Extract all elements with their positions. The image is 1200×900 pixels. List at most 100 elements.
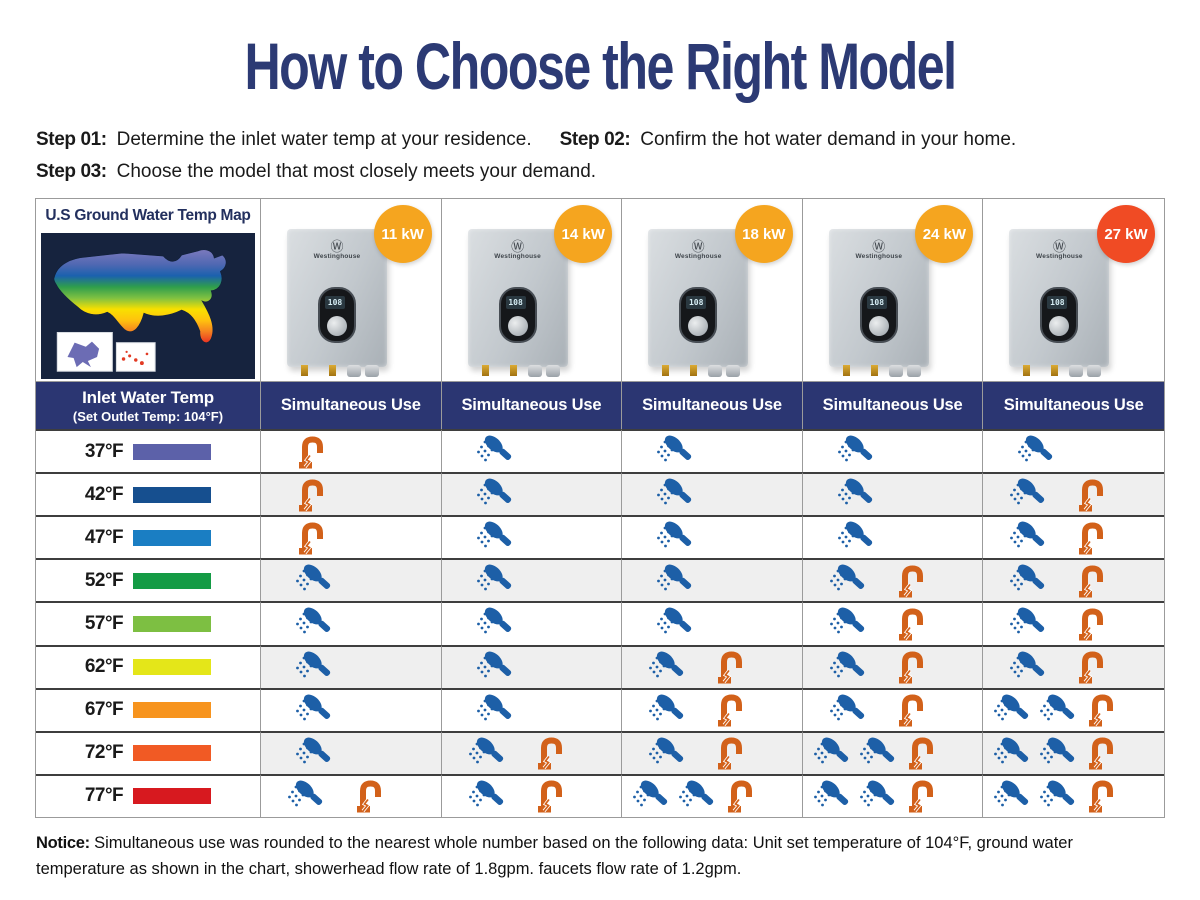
faucet-icon — [1089, 780, 1114, 813]
faucet-icon — [1089, 694, 1114, 727]
column-header-label: Simultaneous Use — [280, 396, 421, 414]
westinghouse-w-mark: Ⓦ — [1052, 239, 1066, 254]
showerhead-icon — [829, 694, 864, 721]
showerhead-icon — [296, 651, 331, 677]
step-01-text: Determine the inlet water temp at your r… — [116, 129, 532, 150]
ground-water-temp-map-cell: U.S Ground Water Temp Map — [36, 199, 261, 381]
heater-display-panel: 108 — [1040, 287, 1079, 343]
showerhead-icon — [476, 651, 511, 677]
step-03-text: Choose the model that most closely meets… — [116, 160, 597, 182]
usage-cell — [441, 687, 623, 731]
temp-label: 52°F — [84, 569, 124, 591]
temp-row-header: 42°F — [36, 472, 261, 516]
temp-color-bar — [133, 659, 212, 676]
step-02: Step 02: Confirm the hot water demand in… — [560, 124, 1017, 156]
notice-label: Notice: — [36, 834, 95, 852]
temp-label: 62°F — [84, 656, 124, 678]
showerhead-icon — [829, 564, 864, 591]
steps-row-2: Step 03: Choose the model that most clos… — [36, 156, 1166, 188]
temp-row-header: 37°F — [36, 429, 261, 473]
westinghouse-w-mark: Ⓦ — [872, 239, 886, 254]
showerhead-icon — [657, 608, 692, 634]
usage-cell — [983, 515, 1164, 559]
faucet-icon — [299, 522, 323, 555]
map-image — [41, 233, 255, 379]
temp-label: 42°F — [84, 483, 124, 505]
showerhead-icon — [296, 564, 331, 591]
map-title: U.S Ground Water Temp Map — [45, 207, 251, 224]
faucet-icon — [908, 780, 933, 813]
column-header-label: Simultaneous Use — [822, 396, 963, 414]
showerhead-icon — [633, 780, 668, 807]
brand-name: Westinghouse — [855, 253, 903, 260]
temp-label: 67°F — [84, 699, 124, 721]
power-badge: 14 kW — [554, 205, 613, 263]
power-badge: 11 kW — [373, 205, 432, 263]
column-header-label: Simultaneous Use — [1003, 396, 1144, 414]
brass-fitting — [1051, 365, 1059, 376]
heater-display-panel: 108 — [498, 287, 537, 343]
water-heater-image: Ⓦ Westinghouse 108 — [648, 229, 749, 377]
faucet-icon — [1079, 608, 1104, 641]
cable-gland — [888, 365, 903, 377]
faucet-icon — [1079, 565, 1104, 598]
usage-cell — [983, 687, 1164, 731]
faucet-icon — [718, 651, 743, 684]
power-badge: 24 kW — [915, 205, 974, 263]
heater-knob — [1049, 316, 1070, 336]
faucet-icon — [908, 737, 933, 770]
cable-gland — [347, 365, 361, 377]
showerhead-icon — [476, 564, 511, 591]
usage-cell — [983, 644, 1164, 688]
usage-cell — [802, 472, 984, 516]
page-title: How to Choose the Right Model — [244, 29, 957, 103]
usage-cell — [261, 644, 442, 688]
usage-cell — [622, 515, 803, 559]
showerhead-icon — [829, 651, 864, 677]
power-badge: 18 kW — [734, 205, 793, 263]
usage-cell — [261, 773, 442, 817]
faucet-icon — [299, 436, 323, 469]
faucet-icon — [1079, 479, 1104, 512]
faucet-icon — [537, 737, 562, 770]
usage-cell — [622, 429, 803, 473]
usage-cell — [441, 472, 623, 516]
temp-color-bar — [133, 745, 212, 762]
usage-cell — [802, 644, 984, 688]
faucet-icon — [718, 694, 743, 727]
usage-cell — [802, 601, 984, 645]
product-cell-11kw: Ⓦ Westinghouse 108 11 kW — [261, 199, 442, 381]
showerhead-icon — [813, 737, 848, 764]
showerhead-icon — [476, 435, 511, 462]
usage-cell — [983, 558, 1164, 602]
heater-knob — [868, 316, 889, 336]
usage-cell — [983, 773, 1164, 817]
inlet-header-line1: Inlet Water Temp — [82, 387, 214, 407]
showerhead-icon — [657, 435, 692, 462]
brass-fitting — [509, 365, 517, 376]
brass-fitting — [329, 365, 336, 376]
usage-cell — [802, 687, 984, 731]
temp-color-bar — [133, 615, 212, 632]
cable-gland — [726, 365, 741, 377]
temp-row-header: 52°F — [36, 558, 261, 602]
heater-display-value: 108 — [866, 296, 887, 309]
faucet-icon — [728, 780, 753, 813]
showerhead-icon — [994, 780, 1029, 807]
showerhead-icon — [1018, 435, 1053, 462]
faucet-icon — [357, 780, 381, 813]
temp-row-header: 72°F — [36, 730, 261, 774]
temp-color-bar — [133, 443, 212, 460]
usage-cell — [983, 472, 1164, 516]
showerhead-icon — [657, 564, 692, 591]
step-02-text: Confirm the hot water demand in your hom… — [640, 129, 1017, 150]
westinghouse-logo: Ⓦ Westinghouse — [1009, 240, 1109, 260]
comparison-table: U.S Ground Water Temp Map Ⓦ Westinghouse… — [35, 198, 1165, 818]
brass-fitting — [1023, 365, 1031, 376]
step-01: Step 01: Determine the inlet water temp … — [36, 124, 532, 156]
cable-gland — [906, 365, 921, 377]
showerhead-icon — [649, 694, 684, 721]
showerhead-icon — [813, 780, 848, 807]
showerhead-icon — [837, 478, 872, 505]
product-cell-14kw: Ⓦ Westinghouse 108 14 kW — [442, 199, 623, 381]
